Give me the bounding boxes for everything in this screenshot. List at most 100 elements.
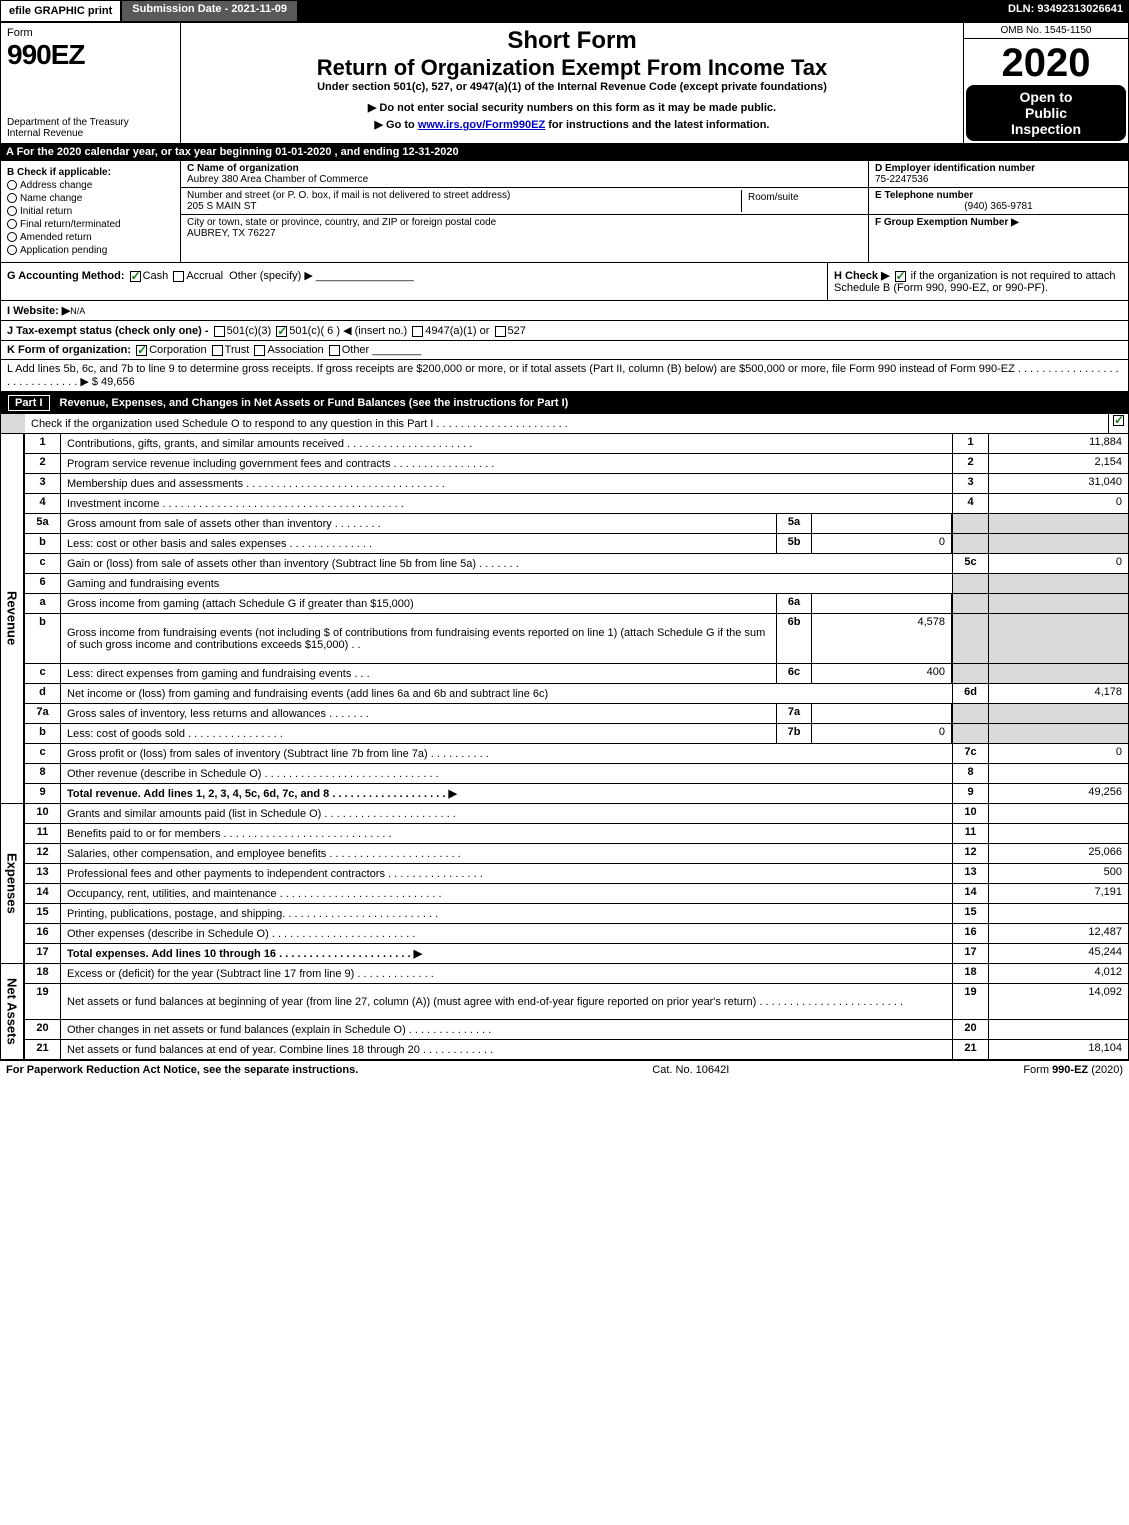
line-14: 14Occupancy, rent, utilities, and mainte…: [24, 884, 1129, 904]
opt-amended[interactable]: Amended return: [7, 232, 174, 243]
addr-row: Number and street (or P. O. box, if mail…: [181, 188, 868, 215]
return-title: Return of Organization Exempt From Incom…: [191, 55, 953, 81]
opt-address-change[interactable]: Address change: [7, 180, 174, 191]
room-suite: Room/suite: [742, 190, 862, 212]
line-15: 15Printing, publications, postage, and s…: [24, 904, 1129, 924]
org-name: Aubrey 380 Area Chamber of Commerce: [187, 174, 368, 185]
form-ref: Form 990-EZ (2020): [1023, 1064, 1123, 1076]
page-footer: For Paperwork Reduction Act Notice, see …: [0, 1060, 1129, 1079]
schedule-b-check: H Check ▶ if the organization is not req…: [828, 263, 1128, 300]
line-11: 11Benefits paid to or for members . . . …: [24, 824, 1129, 844]
revenue-label: Revenue: [0, 434, 24, 804]
501c3-checkbox[interactable]: [214, 326, 225, 337]
tax-exempt-row: J Tax-exempt status (check only one) - 5…: [0, 321, 1129, 341]
group-exemption: F Group Exemption Number ▶: [869, 215, 1128, 262]
part-1-sub: Check if the organization used Schedule …: [0, 414, 1129, 434]
line-7b: bLess: cost of goods sold . . . . . . . …: [24, 724, 1129, 744]
header-right: OMB No. 1545-1150 2020 Open to Public In…: [963, 23, 1128, 143]
accounting-method: G Accounting Method: Cash Accrual Other …: [1, 263, 828, 300]
line-19: 19Net assets or fund balances at beginni…: [24, 984, 1129, 1020]
line-3: 3Membership dues and assessments . . . .…: [24, 474, 1129, 494]
line-5c: cGain or (loss) from sale of assets othe…: [24, 554, 1129, 574]
goto-instructions: ▶ Go to www.irs.gov/Form990EZ for instru…: [191, 118, 953, 131]
assoc-checkbox[interactable]: [254, 345, 265, 356]
short-form-title: Short Form: [191, 27, 953, 55]
header-left: Form 990EZ Department of the Treasury In…: [1, 23, 181, 143]
4947-checkbox[interactable]: [412, 326, 423, 337]
accrual-checkbox[interactable]: [173, 271, 184, 282]
org-name-cell: C Name of organization Aubrey 380 Area C…: [181, 161, 868, 188]
under-section: Under section 501(c), 527, or 4947(a)(1)…: [191, 81, 953, 93]
line-l: L Add lines 5b, 6c, and 7b to line 9 to …: [0, 360, 1129, 392]
dept-treasury: Department of the Treasury Internal Reve…: [7, 117, 174, 139]
line-10: 10Grants and similar amounts paid (list …: [24, 804, 1129, 824]
corp-checkbox[interactable]: [136, 345, 147, 356]
form-label: Form: [7, 27, 33, 39]
line-7c: cGross profit or (loss) from sales of in…: [24, 744, 1129, 764]
block-c: C Name of organization Aubrey 380 Area C…: [181, 161, 868, 262]
line-6c: cLess: direct expenses from gaming and f…: [24, 664, 1129, 684]
line-12: 12Salaries, other compensation, and empl…: [24, 844, 1129, 864]
line-4: 4Investment income . . . . . . . . . . .…: [24, 494, 1129, 514]
row-a-period: A For the 2020 calendar year, or tax yea…: [0, 144, 1129, 160]
g-h-row: G Accounting Method: Cash Accrual Other …: [0, 263, 1129, 301]
tax-year: 2020: [964, 39, 1128, 83]
501c-checkbox[interactable]: [276, 326, 287, 337]
block-b: B Check if applicable: Address change Na…: [1, 161, 181, 262]
form-number: 990EZ: [7, 39, 85, 70]
org-info-block: B Check if applicable: Address change Na…: [0, 160, 1129, 263]
h-checkbox[interactable]: [895, 271, 906, 282]
part-1-header: Part I Revenue, Expenses, and Changes in…: [0, 392, 1129, 414]
cat-no: Cat. No. 10642I: [652, 1064, 729, 1076]
form-header: Form 990EZ Department of the Treasury In…: [0, 22, 1129, 144]
line-7a: 7aGross sales of inventory, less returns…: [24, 704, 1129, 724]
city-cell: City or town, state or province, country…: [181, 215, 868, 241]
phone-cell: E Telephone number (940) 365-9781: [869, 188, 1128, 215]
top-bar: efile GRAPHIC print Submission Date - 20…: [0, 0, 1129, 22]
expenses-label: Expenses: [0, 804, 24, 964]
trust-checkbox[interactable]: [212, 345, 223, 356]
irs-link[interactable]: www.irs.gov/Form990EZ: [418, 119, 545, 131]
submission-date: Submission Date - 2021-11-09: [121, 0, 298, 22]
opt-name-change[interactable]: Name change: [7, 193, 174, 204]
line-5b: bLess: cost or other basis and sales exp…: [24, 534, 1129, 554]
omb-number: OMB No. 1545-1150: [964, 23, 1128, 39]
ein-cell: D Employer identification number 75-2247…: [869, 161, 1128, 188]
org-address: 205 S MAIN ST: [187, 201, 256, 212]
schedule-o-checkbox[interactable]: [1113, 415, 1124, 426]
part-1-tag: Part I: [8, 395, 50, 411]
line-6: 6Gaming and fundraising events: [24, 574, 1129, 594]
line-6a: aGross income from gaming (attach Schedu…: [24, 594, 1129, 614]
other-checkbox[interactable]: [329, 345, 340, 356]
ssn-warning: ▶ Do not enter social security numbers o…: [191, 101, 953, 114]
b-title: B Check if applicable:: [7, 167, 174, 178]
form-org-row: K Form of organization: Corporation Trus…: [0, 341, 1129, 360]
527-checkbox[interactable]: [495, 326, 506, 337]
block-def: D Employer identification number 75-2247…: [868, 161, 1128, 262]
line-8: 8Other revenue (describe in Schedule O) …: [24, 764, 1129, 784]
opt-final-return[interactable]: Final return/terminated: [7, 219, 174, 230]
opt-pending[interactable]: Application pending: [7, 245, 174, 256]
ein: 75-2247536: [875, 174, 928, 185]
line-6d: dNet income or (loss) from gaming and fu…: [24, 684, 1129, 704]
line-18: 18Excess or (deficit) for the year (Subt…: [24, 964, 1129, 984]
cash-checkbox[interactable]: [130, 271, 141, 282]
efile-print-button[interactable]: efile GRAPHIC print: [0, 0, 121, 22]
line-2: 2Program service revenue including gover…: [24, 454, 1129, 474]
line-13: 13Professional fees and other payments t…: [24, 864, 1129, 884]
opt-initial-return[interactable]: Initial return: [7, 206, 174, 217]
inspection-badge: Open to Public Inspection: [966, 85, 1126, 141]
phone: (940) 365-9781: [875, 201, 1122, 212]
website-value: N/A: [70, 306, 85, 316]
line-5a: 5aGross amount from sale of assets other…: [24, 514, 1129, 534]
org-city: AUBREY, TX 76227: [187, 228, 276, 239]
line-9: 9Total revenue. Add lines 1, 2, 3, 4, 5c…: [24, 784, 1129, 804]
line-17: 17Total expenses. Add lines 10 through 1…: [24, 944, 1129, 964]
line-16: 16Other expenses (describe in Schedule O…: [24, 924, 1129, 944]
header-mid: Short Form Return of Organization Exempt…: [181, 23, 963, 143]
net-assets-label: Net Assets: [0, 964, 24, 1060]
dln: DLN: 93492313026641: [1002, 0, 1129, 22]
website-row: I Website: ▶N/A: [0, 301, 1129, 321]
line-21: 21Net assets or fund balances at end of …: [24, 1040, 1129, 1060]
paperwork-notice: For Paperwork Reduction Act Notice, see …: [6, 1064, 358, 1076]
